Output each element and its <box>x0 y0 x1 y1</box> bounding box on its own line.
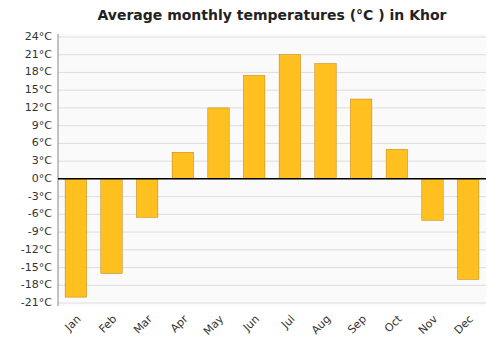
y-tick-label: -18°C <box>21 278 52 291</box>
bar <box>386 149 407 179</box>
x-tick-label: Apr <box>168 312 191 335</box>
chart-container: -21°C -18°C -15°C -12°C -9°C -6°C -3°C 0°C 3°C 6°… <box>0 0 500 350</box>
y-axis-line <box>58 34 59 306</box>
chart-title: Average monthly temperatures (°C ) in Kh… <box>97 7 446 23</box>
y-tick-label: -9°C <box>28 225 52 238</box>
y-tick-label: 15°C <box>25 83 52 96</box>
y-grid <box>58 37 486 303</box>
x-tick-label: Feb <box>96 313 119 336</box>
grid-line <box>58 285 486 286</box>
y-tick-label: -3°C <box>28 190 52 203</box>
grid-line <box>58 90 486 91</box>
x-tick-label: Jun <box>240 313 262 335</box>
bar <box>136 179 157 217</box>
grid-line <box>58 107 486 108</box>
x-tick-label: Jan <box>62 313 84 335</box>
bar <box>315 64 336 179</box>
grid-line <box>58 178 486 179</box>
plot-background <box>58 34 486 306</box>
x-tick-label: Jul <box>278 313 297 332</box>
y-tick-labels: -21°C -18°C -15°C -12°C -9°C -6°C -3°C 0°C 3°C 6°… <box>21 30 52 309</box>
bars <box>65 55 479 297</box>
y-tick-label: -6°C <box>28 207 52 220</box>
y-tick-label: 12°C <box>25 101 52 114</box>
x-tick-label: Aug <box>309 313 333 337</box>
chart-svg: -21°C -18°C -15°C -12°C -9°C -6°C -3°C 0°C 3°C 6°… <box>0 0 500 350</box>
x-tick-label: Nov <box>416 312 441 337</box>
y-tick-label: 21°C <box>25 48 52 61</box>
x-tick-label: Mar <box>131 312 155 336</box>
x-tick-label: May <box>201 312 227 338</box>
grid-line <box>58 54 486 55</box>
y-tick-label: 6°C <box>32 136 52 149</box>
y-tick-label: 24°C <box>25 30 52 43</box>
y-tick-label: -12°C <box>21 243 52 256</box>
grid-line <box>58 125 486 126</box>
grid-line <box>58 72 486 73</box>
bar <box>101 179 122 274</box>
bar <box>279 55 300 179</box>
y-tick-label: 0°C <box>32 172 52 185</box>
bar <box>350 99 371 179</box>
zero-line <box>58 178 486 180</box>
y-tick-label: 18°C <box>25 65 52 78</box>
y-tick-label: 9°C <box>32 119 52 132</box>
grid-line <box>58 143 486 144</box>
x-tick-label: Dec <box>452 313 476 337</box>
grid-line <box>58 161 486 162</box>
x-tick-labels: Jan Feb Mar Apr May Jun Jul Aug Sep Oct Nov Dec <box>62 312 476 338</box>
bar <box>172 152 193 179</box>
y-tick-label: 3°C <box>32 154 52 167</box>
bar <box>208 108 229 179</box>
grid-line <box>58 36 486 37</box>
bar <box>243 75 264 178</box>
x-tick-label: Sep <box>345 313 369 337</box>
x-tick-label: Oct <box>382 312 405 335</box>
grid-line <box>58 303 486 304</box>
bar <box>65 179 86 297</box>
y-tick-label: -21°C <box>21 296 52 309</box>
y-tick-label: -15°C <box>21 261 52 274</box>
bar <box>457 179 478 280</box>
bar <box>422 179 443 220</box>
